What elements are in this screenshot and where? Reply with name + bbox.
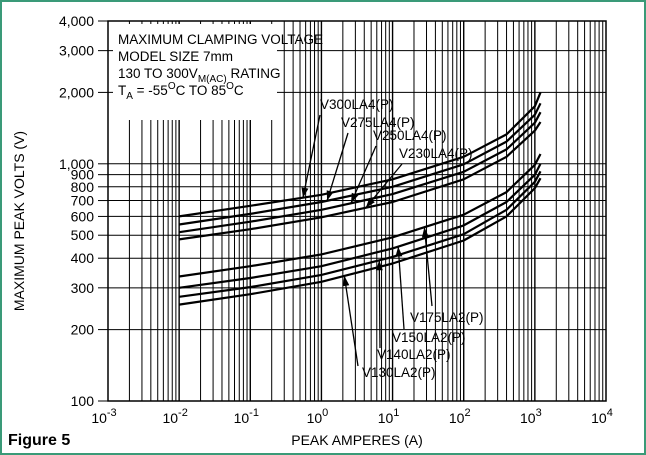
leader-line <box>302 114 321 198</box>
x-tick-label: 103 <box>520 407 542 426</box>
series-line-v300la4p <box>178 91 542 218</box>
x-tick-label: 10-1 <box>234 407 259 426</box>
series-label: V150LA2(P) <box>392 330 466 345</box>
series-label: V275LA4(P) <box>341 115 415 130</box>
series-line-v150la2p <box>178 163 542 289</box>
y-tick-label: 900 <box>71 167 95 183</box>
title-line: MAXIMUM CLAMPING VOLTAGE <box>118 32 323 47</box>
arrowhead <box>375 260 383 271</box>
x-tick-label: 10-3 <box>91 407 116 426</box>
y-tick-label: 200 <box>71 322 95 338</box>
y-tick-label: 500 <box>71 227 95 243</box>
figure-label: Figure 5 <box>8 432 70 449</box>
y-tick-label: 3,000 <box>59 43 94 59</box>
arrowhead <box>395 246 403 257</box>
plot-border <box>107 20 607 402</box>
series-labels: V300LA4(P) V275LA4(P)V250LA4(P) V230LA4(P)… <box>320 97 484 380</box>
title-line: MODEL SIZE 7mm <box>118 49 233 64</box>
y-tick-label: 700 <box>71 193 95 209</box>
y-tick-label: 1,000 <box>59 156 94 172</box>
leader-line <box>378 260 381 349</box>
leader-line <box>423 227 433 307</box>
title-line: TA = -55OC TO 85OC <box>118 81 244 102</box>
y-tick-label: 600 <box>71 208 95 224</box>
title-background <box>113 24 277 120</box>
series-label: V140LA2(P) <box>377 347 451 362</box>
y-axis-label: MAXIMUM PEAK VOLTS (V) <box>11 131 27 311</box>
leader-line <box>326 132 349 202</box>
series-label: V230LA4(P) <box>399 146 473 161</box>
y-tick-label: 100 <box>71 393 95 409</box>
leader-line <box>397 246 405 330</box>
y-tick-label: 4,000 <box>59 13 94 29</box>
arrowhead <box>351 192 359 204</box>
series-label: V175LA2(P) <box>410 310 484 325</box>
series-label: V130LA2(P) <box>362 365 436 380</box>
arrowhead <box>326 190 334 201</box>
leader-line <box>350 145 377 204</box>
x-tick-label: 10-2 <box>162 407 187 426</box>
y-tick-label: 300 <box>71 280 95 296</box>
series-line-v275la4p <box>178 102 542 226</box>
series-line-v250la4p <box>178 111 542 234</box>
y-tick-label: 800 <box>71 179 95 195</box>
series-line-v140la2p <box>178 170 542 298</box>
x-tick-label: 101 <box>378 407 400 426</box>
x-tick-label: 100 <box>307 407 329 426</box>
series-line-v175la2p <box>178 153 542 278</box>
series-line-v230la4p <box>178 121 542 241</box>
arrowhead <box>365 197 375 208</box>
x-tick-label: 102 <box>449 407 471 426</box>
series-label: V250LA4(P) <box>373 128 447 143</box>
series-arrows <box>301 114 433 367</box>
title-line: 130 TO 300VM(AC) RATING <box>118 66 280 85</box>
arrowhead <box>301 187 309 198</box>
series-label: V300LA4(P) <box>320 97 394 112</box>
x-tick-label: 104 <box>591 407 613 426</box>
arrowhead <box>421 227 429 238</box>
y-tick-label: 2,000 <box>59 84 94 100</box>
leader-line <box>343 275 359 367</box>
x-axis-label: PEAK AMPERES (A) <box>291 432 422 448</box>
series-line-v130la2p <box>178 177 542 306</box>
arrowhead <box>342 275 350 287</box>
chart-title-box: MAXIMUM CLAMPING VOLTAGE MODEL SIZE 7mm 13… <box>113 24 323 120</box>
series-lines <box>178 91 542 306</box>
y-tick-label: 400 <box>71 250 95 266</box>
